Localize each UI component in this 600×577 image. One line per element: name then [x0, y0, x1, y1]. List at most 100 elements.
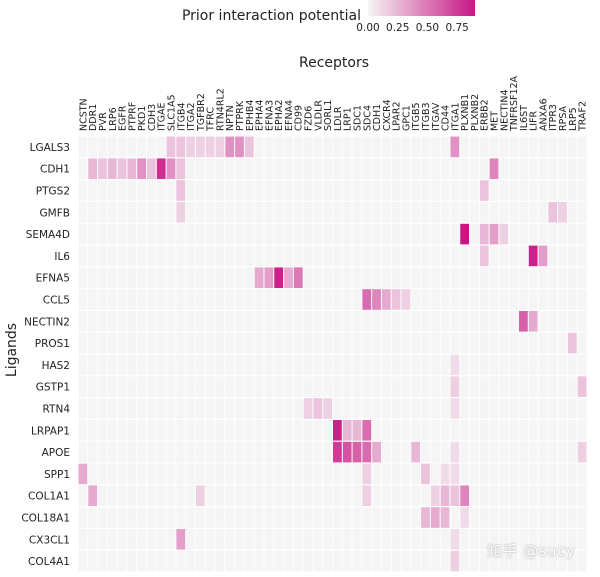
heatmap-cell-SPP1-RTN4RL2	[215, 463, 225, 485]
heatmap-cell-GMFB-EPHB4	[244, 202, 254, 223]
heatmap-cell-NECTIN2-ERBB2	[479, 311, 489, 332]
heatmap-cell-CX3CL1-NPTN	[225, 529, 235, 550]
heatmap-cell-NECTIN2-PLXNB2	[470, 311, 479, 332]
heatmap-cell-LGALS3-RTN4RL2	[215, 136, 225, 158]
heatmap-cell-COL18A1-PTPRK	[235, 507, 244, 528]
receptor-label-RPSA: RPSA	[558, 105, 569, 131]
heatmap-cell-LRPAP1-FZD6	[303, 420, 313, 441]
heatmap-cell-APOE-LPAR2	[391, 441, 401, 463]
heatmap-cell-COL4A1-CDH3	[147, 550, 156, 572]
heatmap-cell-GSTP1-EFNA3	[264, 376, 274, 397]
heatmap-cell-CX3CL1-ITGAE	[156, 529, 166, 550]
heatmap-cell-LRPAP1-CXCR4	[381, 420, 391, 441]
heatmap-cell-PROS1-SDC4	[362, 332, 372, 354]
ligand-label-GMFB: GMFB	[40, 207, 70, 219]
heatmap-cell-HAS2-RPSA	[558, 354, 567, 376]
heatmap-cell-CCL5-LRP6	[107, 289, 117, 310]
heatmap-cell-NECTIN2-IL6ST	[518, 311, 528, 332]
heatmap-cell-HAS2-ITGAE	[156, 354, 166, 376]
heatmap-cell-COL1A1-TGFBR2	[195, 485, 205, 506]
heatmap-cell-LGALS3-FZD6	[303, 136, 313, 158]
heatmap-cell-CCL5-CDH1	[372, 289, 381, 310]
heatmap-cell-HAS2-CDH1	[372, 354, 381, 376]
heatmap-cell-COL18A1-ITGB3	[421, 507, 430, 528]
heatmap-cell-LRPAP1-RTN4RL2	[215, 420, 225, 441]
heatmap-cell-CDH1-EFNA4	[284, 158, 293, 179]
heatmap-cell-CCL5-LPAR2	[391, 289, 401, 310]
heatmap-cell-LRPAP1-EFNA3	[264, 420, 274, 441]
heatmap-cell-CCL5-ITGAV	[430, 289, 440, 310]
heatmap-cell-GSTP1-TFRC	[205, 376, 215, 397]
heatmap-cell-PROS1-EGFR	[117, 332, 127, 354]
heatmap-cell-CX3CL1-PKD1	[137, 529, 147, 550]
heatmap-cell-APOE-DDR1	[88, 441, 98, 463]
heatmap-cell-APOE-ITGB5	[411, 441, 421, 463]
heatmap-cell-IL6-PTPRF	[127, 245, 137, 267]
heatmap-cell-HAS2-ITGAV	[430, 354, 440, 376]
heatmap-cell-EFNA5-TFRC	[205, 267, 215, 288]
heatmap-cell-CDH1-ITGAV	[430, 158, 440, 179]
heatmap-cell-SEMA4D-EPHB4	[244, 223, 254, 245]
heatmap-cell-EFNA5-ITGAE	[156, 267, 166, 288]
receptor-label-LRP1: LRP1	[343, 107, 354, 131]
heatmap-cell-APOE-SLC1A5	[166, 441, 176, 463]
receptor-label-MET: MET	[490, 111, 501, 131]
heatmap-cell-SPP1-CDH3	[147, 463, 156, 485]
heatmap-cell-COL18A1-EGFR	[117, 507, 127, 528]
heatmap-cell-COL4A1-TRAF2	[577, 550, 587, 572]
heatmap-cell-CDH1-ITGB5	[411, 158, 421, 179]
heatmap-cell-IL6-EGFR	[117, 245, 127, 267]
heatmap-cell-CCL5-ITGA2	[186, 289, 195, 310]
heatmap-cell-PTGS2-EFNA3	[264, 180, 274, 201]
heatmap-cell-PROS1-CDH1	[372, 332, 381, 354]
heatmap-cell-GSTP1-CD44	[440, 376, 450, 397]
heatmap-cell-LGALS3-ITGA2	[186, 136, 195, 158]
heatmap-cell-CCL5-NPTN	[225, 289, 235, 310]
heatmap-cell-IL6-ERBB2	[479, 245, 489, 267]
heatmap-cell-CDH1-CDH3	[147, 158, 156, 179]
heatmap-cell-LGALS3-PKD1	[137, 136, 147, 158]
heatmap-cell-GSTP1-PLXNB2	[470, 376, 479, 397]
heatmap-cell-COL18A1-EFNA3	[264, 507, 274, 528]
ligand-label-COL4A1: COL4A1	[28, 556, 70, 568]
heatmap-cell-COL4A1-PTPRK	[235, 550, 244, 572]
heatmap-cell-COL18A1-MET	[489, 507, 499, 528]
heatmap-cell-SPP1-IL6ST	[518, 463, 528, 485]
heatmap-cell-COL4A1-ITGAV	[430, 550, 440, 572]
heatmap-cell-HAS2-ITGB4	[176, 354, 186, 376]
heatmap-cell-APOE-RTN4RL2	[215, 441, 225, 463]
heatmap-cell-COL18A1-TFRC	[205, 507, 215, 528]
heatmap-cell-GSTP1-IL6ST	[518, 376, 528, 397]
heatmap-cell-SPP1-CD99	[293, 463, 303, 485]
heatmap-cell-GSTP1-RPSA	[558, 376, 567, 397]
heatmap-cell-LGALS3-ITGA1	[450, 136, 460, 158]
heatmap-cell-COL4A1-MET	[489, 550, 499, 572]
heatmap-cell-CX3CL1-CD44	[440, 529, 450, 550]
heatmap-cell-HAS2-TNFRSF12A	[509, 354, 518, 376]
heatmap-cell-APOE-EPHA4	[254, 441, 264, 463]
heatmap-cell-NECTIN2-ITGA2	[186, 311, 195, 332]
heatmap-cell-LGALS3-TGFBR2	[195, 136, 205, 158]
heatmap-cell-PTGS2-SDC4	[362, 180, 372, 201]
heatmap-cell-RTN4-ITGA2	[186, 398, 195, 419]
heatmap-cell-SPP1-TFRC	[205, 463, 215, 485]
receptor-label-NECTIN4: NECTIN4	[499, 90, 510, 132]
heatmap-cell-COL4A1-PKD1	[137, 550, 147, 572]
heatmap-cell-RTN4-ITGAE	[156, 398, 166, 419]
heatmap-cell-EFNA5-EPHA2	[274, 267, 284, 288]
heatmap-cell-CX3CL1-SDC1	[352, 529, 362, 550]
heatmap-cell-NECTIN2-ITGAE	[156, 311, 166, 332]
heatmap-cell-GSTP1-ERBB2	[479, 376, 489, 397]
heatmap-cell-PTGS2-SDC1	[352, 180, 362, 201]
heatmap-cell-SEMA4D-EPHA4	[254, 223, 264, 245]
heatmap-cell-HAS2-IL6ST	[518, 354, 528, 376]
receptor-label-CD99: CD99	[294, 105, 305, 131]
heatmap-cell-GMFB-ITGB3	[421, 202, 430, 223]
receptor-label-group: NCSTNDDR1PVRLRP6EGFRPTPRFPKD1CDH3ITGAESL…	[78, 75, 588, 132]
heatmap-cell-COL1A1-MET	[489, 485, 499, 506]
heatmap-cell-IL6-CD44	[440, 245, 450, 267]
heatmap-cell-HAS2-RTN4RL2	[215, 354, 225, 376]
heatmap-cell-NECTIN2-TFRC	[205, 311, 215, 332]
heatmap-cell-CX3CL1-SLC1A5	[166, 529, 176, 550]
heatmap-cell-COL1A1-NECTIN4	[499, 485, 509, 506]
